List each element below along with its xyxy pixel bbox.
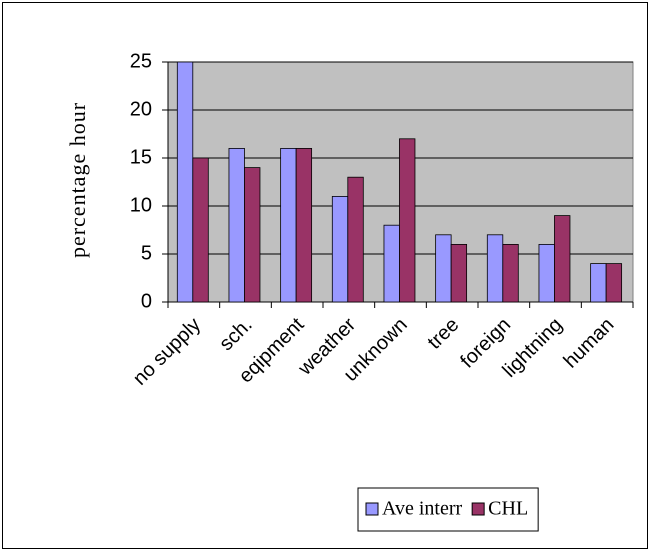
y-tick-label: 25 <box>130 50 152 72</box>
bar <box>228 147 245 303</box>
bar <box>502 243 519 303</box>
bar <box>347 176 364 303</box>
bar <box>450 243 468 303</box>
legend: Ave interr CHL <box>357 487 539 532</box>
bar <box>295 147 313 303</box>
bar <box>331 195 349 303</box>
y-tick-label: 5 <box>141 242 152 264</box>
bar <box>244 167 261 303</box>
bar <box>590 263 607 303</box>
legend-box <box>357 487 539 532</box>
y-tick-label: 10 <box>130 194 152 216</box>
y-tick-label: 0 <box>141 290 152 312</box>
legend-label: Ave interr <box>382 498 462 520</box>
bar <box>192 157 209 303</box>
bar <box>605 263 623 303</box>
bar <box>486 234 504 303</box>
y-tick-label: 15 <box>130 146 152 168</box>
legend-swatch <box>471 502 485 516</box>
bar <box>538 243 555 303</box>
bar <box>399 138 416 303</box>
bar <box>280 147 297 303</box>
y-axis-label: percentage hour <box>65 102 90 258</box>
bar <box>383 224 400 303</box>
legend-swatch <box>365 502 379 516</box>
bar <box>176 61 194 303</box>
y-tick-label: 20 <box>130 98 152 120</box>
bar <box>554 215 571 303</box>
bar <box>435 234 452 303</box>
legend-label: CHL <box>488 498 528 520</box>
